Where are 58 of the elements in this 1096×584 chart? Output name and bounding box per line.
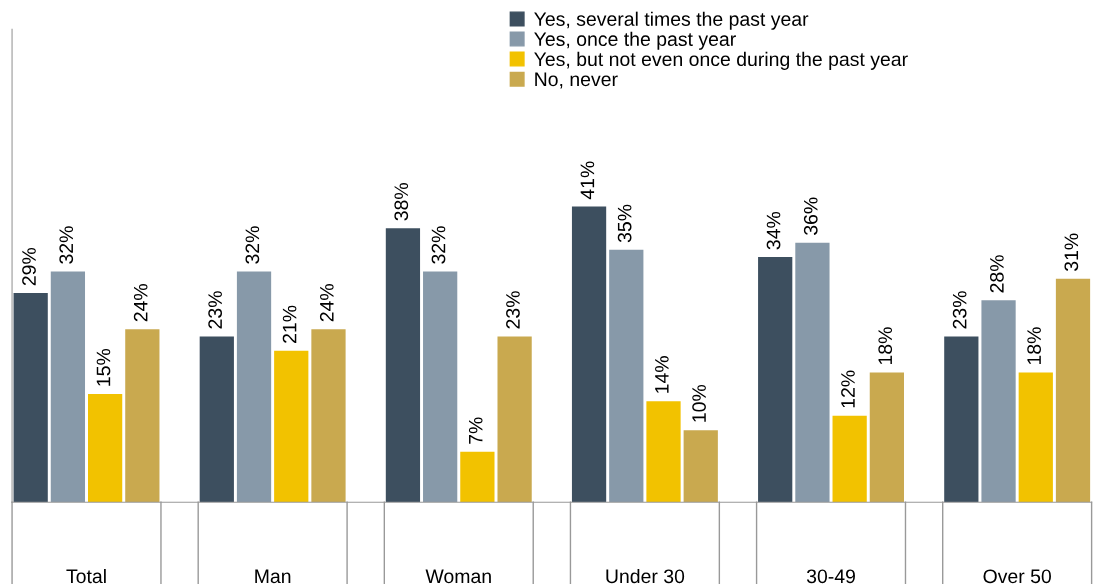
bar <box>869 372 904 503</box>
bar <box>13 293 48 503</box>
data-label: 24% <box>319 284 334 322</box>
bar <box>981 300 1016 503</box>
data-label: 38% <box>394 183 409 221</box>
bar <box>683 430 718 503</box>
legend-label: Yes, once the past year <box>534 31 736 50</box>
data-label: 32% <box>59 226 74 264</box>
data-label: 28% <box>990 255 1004 293</box>
bar <box>758 257 793 503</box>
bar <box>460 451 495 503</box>
data-label: 36% <box>803 197 818 235</box>
bar <box>385 228 421 503</box>
bar <box>199 336 234 503</box>
bar <box>88 394 123 503</box>
bar <box>423 271 458 503</box>
data-label: 23% <box>506 291 520 329</box>
data-label: 32% <box>245 226 260 264</box>
bar <box>832 415 867 503</box>
legend-label: Yes, several times the past year <box>534 11 809 30</box>
bar <box>609 249 644 503</box>
bar <box>311 329 346 503</box>
data-label: 34% <box>766 211 781 250</box>
data-label: 18% <box>1027 327 1041 365</box>
legend-label: Yes, but not even once during the past year <box>534 51 908 70</box>
data-label: 14% <box>655 356 669 393</box>
bar <box>236 271 272 503</box>
bar <box>1055 278 1091 503</box>
bar <box>646 401 681 503</box>
data-label: 24% <box>133 284 148 322</box>
data-label: 32% <box>431 226 446 264</box>
bar <box>497 336 532 503</box>
bar <box>50 271 86 503</box>
legend-label: No, never <box>535 72 618 89</box>
data-label: 7% <box>468 417 483 444</box>
data-label: 23% <box>208 291 223 329</box>
data-label: 41% <box>580 161 595 200</box>
data-label: 10% <box>692 384 706 422</box>
data-label: 21% <box>282 305 297 343</box>
data-label: 31% <box>1064 233 1079 272</box>
bar <box>125 329 160 503</box>
data-label: 18% <box>878 327 893 365</box>
x-tick-label: Under 30 <box>606 568 685 584</box>
data-label: 23% <box>952 291 967 329</box>
bar <box>1018 372 1053 503</box>
x-tick-label: Over 50 <box>983 569 1051 584</box>
data-label: 12% <box>841 370 855 408</box>
bar <box>571 206 607 503</box>
bar <box>274 350 309 503</box>
x-tick-label: Total <box>66 568 106 584</box>
data-label: 15% <box>96 348 111 386</box>
data-label: 35% <box>617 204 632 243</box>
x-tick-label: 30-49 <box>806 569 855 584</box>
data-label: 29% <box>22 247 36 286</box>
x-tick-label: Woman <box>425 569 491 584</box>
x-tick-label: Man <box>255 569 291 584</box>
bar <box>795 242 830 503</box>
bar <box>944 336 979 503</box>
